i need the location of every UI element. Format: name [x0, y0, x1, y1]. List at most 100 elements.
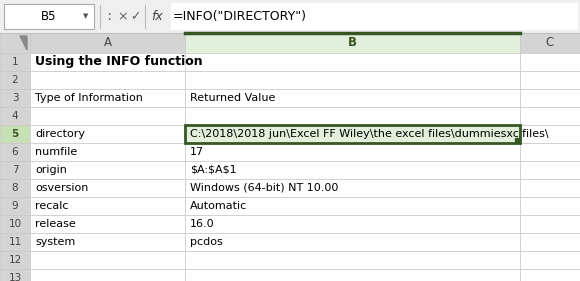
Bar [0, 233, 30, 251]
Text: 17: 17 [190, 147, 204, 157]
Bar [30, 269, 185, 281]
Bar [30, 53, 185, 71]
Bar [30, 107, 185, 125]
Text: :: : [106, 10, 114, 23]
Bar [520, 71, 580, 89]
Bar [520, 179, 580, 197]
Text: recalc: recalc [35, 201, 68, 211]
Bar [520, 125, 580, 143]
Bar [30, 197, 185, 215]
Bar [0, 215, 30, 233]
Bar [185, 107, 520, 125]
Bar [185, 53, 520, 71]
Bar [0, 197, 30, 215]
Bar [4, 4, 94, 29]
Bar [30, 215, 185, 233]
Bar [0, 269, 30, 281]
Text: B5: B5 [41, 10, 57, 23]
Bar [185, 125, 520, 143]
Text: 9: 9 [12, 201, 19, 211]
Bar [0, 89, 30, 107]
Bar [0, 179, 30, 197]
Bar [30, 143, 185, 161]
Bar [0, 251, 30, 269]
Text: 11: 11 [8, 237, 21, 247]
Text: release: release [35, 219, 76, 229]
Text: 1: 1 [12, 57, 19, 67]
Text: C:\2018\2018 jun\Excel FF Wiley\the excel files\dummiesxclfiles\: C:\2018\2018 jun\Excel FF Wiley\the exce… [190, 129, 549, 139]
Bar [0, 143, 30, 161]
Text: 8: 8 [12, 183, 19, 193]
Bar [0, 107, 30, 125]
Bar [185, 215, 520, 233]
Bar [0, 0, 580, 33]
Bar [30, 71, 185, 89]
Bar [520, 251, 580, 269]
Text: 16.0: 16.0 [190, 219, 215, 229]
Bar [185, 197, 520, 215]
Text: osversion: osversion [35, 183, 88, 193]
Bar [185, 233, 520, 251]
Bar [185, 269, 520, 281]
Bar [520, 33, 580, 53]
Text: system: system [35, 237, 75, 247]
Text: 4: 4 [12, 111, 19, 121]
Bar [520, 53, 580, 71]
Text: C: C [546, 37, 554, 49]
Bar [185, 33, 520, 53]
Text: 6: 6 [12, 147, 19, 157]
Bar [30, 161, 185, 179]
Bar [185, 125, 520, 143]
Polygon shape [20, 36, 27, 50]
Bar [30, 33, 185, 53]
Bar [0, 161, 30, 179]
Bar [30, 179, 185, 197]
Text: 2: 2 [12, 75, 19, 85]
Text: ✓: ✓ [130, 10, 140, 23]
Bar [0, 125, 30, 143]
Text: pcdos: pcdos [190, 237, 223, 247]
Bar [185, 179, 520, 197]
Bar [520, 269, 580, 281]
Bar [520, 89, 580, 107]
Bar [30, 125, 185, 143]
Bar [520, 143, 580, 161]
Bar [185, 89, 520, 107]
Text: Automatic: Automatic [190, 201, 247, 211]
Bar [171, 3, 578, 30]
Text: fx: fx [151, 10, 163, 23]
Text: Using the INFO function: Using the INFO function [35, 56, 202, 69]
Bar [0, 71, 30, 89]
Text: 7: 7 [12, 165, 19, 175]
Text: =INFO("DIRECTORY"): =INFO("DIRECTORY") [173, 10, 307, 23]
Bar [185, 161, 520, 179]
Bar [185, 71, 520, 89]
Text: ×: × [118, 10, 128, 23]
Text: 10: 10 [9, 219, 21, 229]
Bar [0, 53, 30, 71]
Text: Windows (64-bit) NT 10.00: Windows (64-bit) NT 10.00 [190, 183, 338, 193]
Text: 13: 13 [8, 273, 21, 281]
Bar [515, 138, 520, 143]
Bar [30, 251, 185, 269]
Bar [520, 215, 580, 233]
Text: 5: 5 [12, 129, 19, 139]
Text: Returned Value: Returned Value [190, 93, 276, 103]
Bar [520, 197, 580, 215]
Text: 12: 12 [8, 255, 21, 265]
Bar [185, 143, 520, 161]
Text: numfile: numfile [35, 147, 77, 157]
Text: origin: origin [35, 165, 67, 175]
Text: directory: directory [35, 129, 85, 139]
Bar [520, 107, 580, 125]
Bar [30, 89, 185, 107]
Text: ▼: ▼ [84, 13, 89, 19]
Bar [520, 233, 580, 251]
Bar [30, 233, 185, 251]
Text: 3: 3 [12, 93, 19, 103]
Text: Type of Information: Type of Information [35, 93, 143, 103]
Text: A: A [103, 37, 111, 49]
Text: B: B [348, 37, 357, 49]
Text: $A:$A$1: $A:$A$1 [190, 165, 237, 175]
Bar [185, 251, 520, 269]
